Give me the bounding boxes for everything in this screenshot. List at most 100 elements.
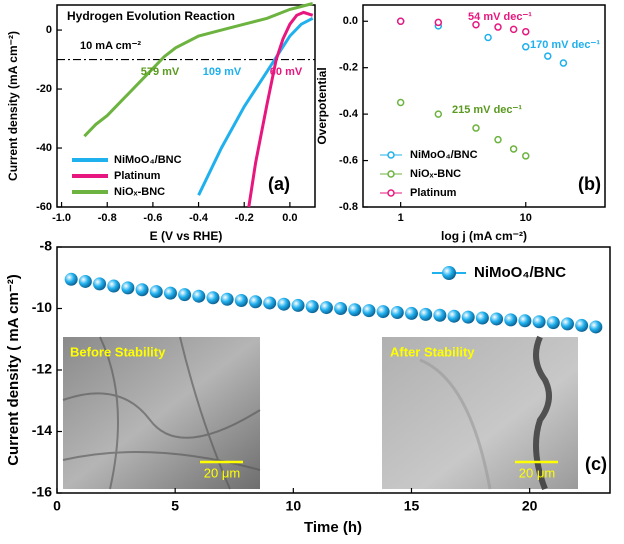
data-point (518, 314, 532, 328)
data-point (490, 312, 504, 326)
annotation: 10 mA cm⁻² (80, 40, 141, 52)
plot-frame (56, 4, 316, 208)
y-axis-label: Current density ( mA cm⁻²) (5, 274, 22, 466)
data-point (522, 43, 530, 51)
x-tick-label: 10 (520, 212, 532, 224)
data-point (277, 297, 291, 311)
data-point (494, 23, 502, 31)
x-tick-label: 1 (398, 212, 404, 224)
data-point (149, 285, 163, 299)
y-axis-label: Overpotential (315, 67, 329, 144)
x-tick-label: -0.4 (189, 212, 209, 224)
data-point (234, 294, 248, 308)
x-axis-label: E (V vs RHE) (150, 229, 223, 243)
y-tick-label: -0.6 (339, 154, 358, 166)
texture (62, 336, 261, 490)
legend-label: NiMoO₄/BNC (474, 264, 566, 281)
data-point (472, 20, 480, 29)
data-point (348, 303, 362, 317)
inset-after: After Stability 20 μm (382, 335, 578, 491)
data-point (447, 309, 461, 323)
data-point (362, 304, 376, 318)
data-point (544, 52, 552, 60)
legend-label: NiOₓ-BNC (114, 186, 165, 198)
x-axis-label: log j (mA cm⁻²) (441, 229, 527, 243)
data-point (206, 291, 220, 305)
x-tick-label: 0 (53, 498, 61, 514)
legend-label: Platinum (114, 170, 161, 182)
data-point (559, 59, 568, 67)
data-point (121, 281, 135, 295)
annotation: 215 mV dec⁻¹ (452, 104, 522, 116)
x-tick-label: -0.6 (143, 212, 162, 224)
data-point (560, 317, 574, 331)
data-point (475, 311, 489, 325)
annotation: (b) (578, 174, 601, 194)
inset-label: Before Stability (70, 344, 166, 359)
legend-marker (387, 170, 395, 178)
y-tick-label: -0.4 (339, 108, 359, 120)
annotation: 60 mV (270, 66, 303, 78)
inset-before: Before Stability 20 μm (62, 336, 261, 490)
y-tick-label: -16 (32, 484, 52, 500)
y-tick-label: 0.0 (343, 15, 358, 27)
annotation: 579 mV (141, 66, 180, 78)
data-point (93, 277, 107, 291)
plot-frame (362, 4, 606, 208)
data-point (589, 320, 603, 334)
data-point (546, 316, 560, 330)
annotation: 54 mV dec⁻¹ (468, 11, 532, 23)
series-line (83, 2, 314, 138)
x-tick-label: 5 (171, 498, 179, 514)
data-point (305, 300, 319, 314)
data-point (434, 110, 443, 118)
texture (533, 335, 552, 491)
series-line (197, 16, 314, 196)
data-point (434, 18, 443, 27)
legend-label: NiMoO₄/BNC (410, 149, 478, 161)
data-point (484, 33, 492, 42)
x-tick-label: 0.0 (282, 212, 297, 224)
data-point (396, 98, 405, 107)
data-point (472, 124, 480, 132)
data-point (461, 310, 475, 324)
data-point (178, 288, 192, 302)
annotation: 109 mV (203, 66, 242, 78)
data-point (522, 152, 530, 160)
annotation: (c) (585, 454, 607, 474)
y-tick-label: -12 (32, 361, 52, 377)
data-point (390, 305, 404, 319)
y-tick-label: 0 (46, 24, 52, 36)
data-point (532, 315, 546, 329)
scale-label: 20 μm (519, 465, 555, 480)
data-point (78, 274, 92, 288)
data-point (419, 307, 433, 321)
y-axis-label: Current density (mA cm⁻²) (6, 31, 20, 181)
legend-marker (387, 189, 395, 197)
data-point (220, 292, 234, 306)
y-tick-label: -10 (32, 299, 52, 315)
texture (419, 358, 492, 490)
legend-label: NiOₓ-BNC (410, 168, 461, 180)
y-tick-label: -40 (36, 142, 52, 154)
data-point (509, 145, 518, 153)
x-tick-label: -1.0 (52, 212, 71, 224)
data-point (107, 279, 121, 293)
legend-label: Platinum (410, 187, 457, 199)
series-line (247, 10, 314, 208)
data-point (522, 27, 530, 36)
annotation: (a) (268, 174, 290, 194)
data-point (263, 296, 277, 310)
data-point (509, 25, 518, 34)
x-tick-label: 20 (522, 498, 538, 514)
y-tick-label: -14 (32, 422, 52, 438)
chart-title: Hydrogen Evolution Reaction (67, 9, 235, 23)
x-tick-label: 10 (286, 498, 302, 514)
x-tick-label: -0.2 (235, 212, 254, 224)
data-point (291, 298, 305, 312)
x-tick-label: 15 (404, 498, 420, 514)
data-point (575, 318, 589, 332)
data-point (494, 135, 502, 144)
legend-label: NiMoO₄/BNC (114, 154, 182, 166)
y-tick-label: -8 (40, 238, 53, 254)
